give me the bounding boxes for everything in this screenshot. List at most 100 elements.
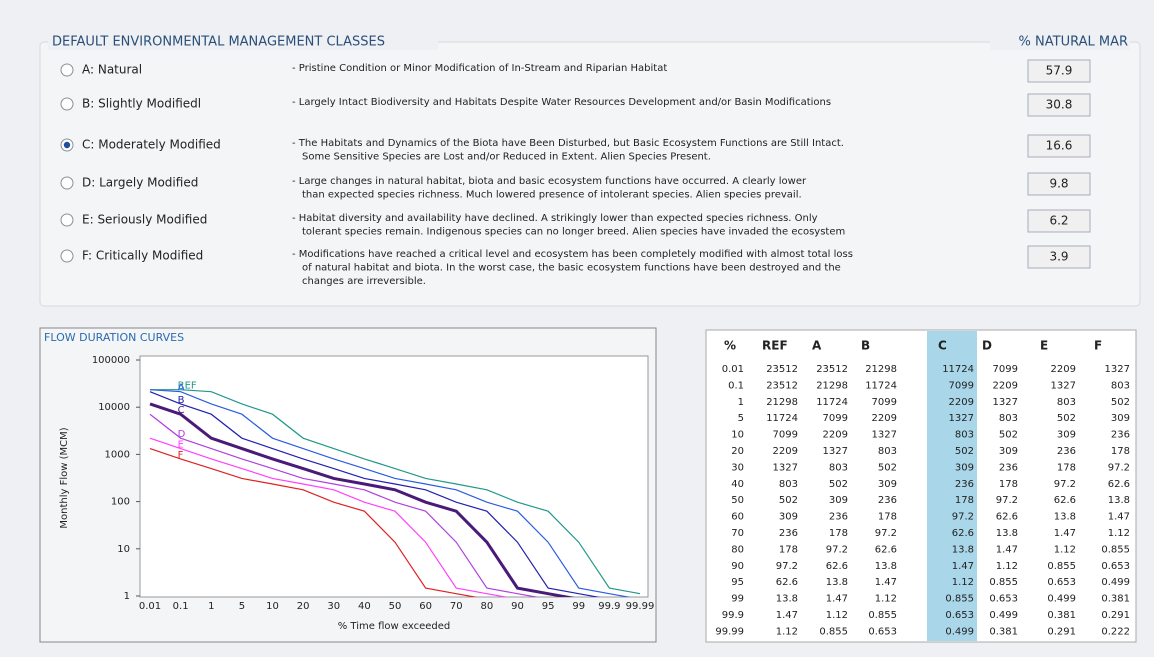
value-box [1027, 245, 1091, 269]
table-cell: 99.9 [722, 610, 744, 621]
class-description: changes are irreversible. [302, 276, 426, 287]
table-cell: 1.47 [996, 544, 1018, 555]
radio-button[interactable] [60, 249, 74, 263]
table-cell: 13.8 [776, 594, 798, 605]
x-tick-label: 5 [239, 601, 245, 612]
table-header: B [861, 339, 870, 353]
class-label[interactable]: B: Slightly Modifiedl [82, 97, 201, 111]
table-cell: 0.01 [722, 364, 744, 375]
flow-curve [149, 389, 632, 597]
curve-label: REF [178, 381, 197, 392]
table-cell: 1327 [773, 462, 798, 473]
table-cell: 2209 [993, 380, 1018, 391]
table-cell: 803 [999, 413, 1018, 424]
x-tick-label: 70 [450, 601, 463, 612]
table-cell: 0.381 [1047, 610, 1076, 621]
table-header: F [1094, 339, 1102, 353]
table-cell: 1.12 [1054, 544, 1076, 555]
table-cell: 178 [829, 528, 848, 539]
table-header: REF [762, 339, 788, 353]
class-description: - Modifications have reached a critical … [292, 249, 853, 260]
y-tick-label: 10000 [98, 402, 130, 413]
table-cell: 7099 [949, 380, 974, 391]
table-cell: 97.2 [826, 544, 848, 555]
y-tick-label: 1 [124, 591, 130, 602]
table-cell: 97.2 [996, 495, 1018, 506]
class-value: 16.6 [1046, 139, 1073, 153]
table-cell: 21298 [865, 364, 897, 375]
curve-label: A [178, 383, 185, 394]
radio-button[interactable] [60, 176, 74, 190]
table-cell: 0.499 [1047, 594, 1076, 605]
class-value: 9.8 [1049, 177, 1068, 191]
table-cell: 62.6 [1108, 479, 1130, 490]
table-cell: 1.47 [826, 594, 848, 605]
table-cell: 62.6 [996, 512, 1018, 523]
class-label[interactable]: A: Natural [82, 63, 142, 77]
value-box [1027, 59, 1091, 83]
table-cell: 502 [829, 479, 848, 490]
table-cell: 1327 [872, 430, 897, 441]
class-description: tolerant species remain. Indigenous spec… [302, 227, 845, 238]
table-cell: 236 [955, 479, 974, 490]
y-tick-label: 10 [117, 544, 130, 555]
flow-table [705, 329, 1137, 643]
value-box [1027, 134, 1091, 158]
table-cell: 10 [731, 430, 744, 441]
table-cell: 0.499 [1101, 577, 1130, 588]
curve-label: F [178, 450, 184, 461]
table-cell: 502 [878, 462, 897, 473]
x-tick-label: 40 [358, 601, 371, 612]
table-header: D [982, 339, 992, 353]
table-cell: 0.855 [989, 577, 1018, 588]
class-label[interactable]: F: Critically Modified [82, 249, 203, 263]
radio-button[interactable] [60, 213, 74, 227]
x-tick-label: 1 [208, 601, 214, 612]
table-cell: 502 [955, 446, 974, 457]
table-cell: 97.2 [776, 561, 798, 572]
table-cell: 62.6 [952, 528, 974, 539]
flow-curve [149, 402, 575, 597]
table-cell: 309 [779, 512, 798, 523]
class-value: 3.9 [1049, 250, 1068, 264]
class-label[interactable]: C: Moderately Modified [82, 138, 221, 152]
table-cell: 178 [1111, 446, 1130, 457]
radio-button[interactable] [60, 97, 74, 111]
table-cell: 70 [731, 528, 744, 539]
table-cell: 236 [779, 528, 798, 539]
table-cell: 13.8 [996, 528, 1018, 539]
table-cell: 1327 [1051, 380, 1076, 391]
table-cell: 803 [829, 462, 848, 473]
x-tick-label: 50 [389, 601, 402, 612]
table-cell: 13.8 [1054, 512, 1076, 523]
class-label[interactable]: E: Seriously Modified [82, 213, 207, 227]
table-cell: 309 [1057, 430, 1076, 441]
table-cell: 97.2 [1108, 462, 1130, 473]
table-cell: 178 [955, 495, 974, 506]
table-cell: 0.653 [945, 610, 974, 621]
flow-curve [149, 391, 601, 597]
flow-curve [149, 413, 540, 597]
table-cell: 0.855 [945, 594, 974, 605]
table-cell: 62.6 [826, 561, 848, 572]
table-cell: 13.8 [1108, 495, 1130, 506]
table-cell: 1327 [1105, 364, 1130, 375]
table-cell: 236 [999, 462, 1018, 473]
table-cell: 1.12 [776, 626, 798, 637]
table-cell: 1.12 [826, 610, 848, 621]
table-cell: 236 [1057, 446, 1076, 457]
table-cell: 11724 [766, 413, 798, 424]
table-cell: 13.8 [875, 561, 897, 572]
table-cell: 1.12 [952, 577, 974, 588]
radio-button[interactable] [60, 63, 74, 77]
table-cell: 1.12 [996, 561, 1018, 572]
table-cell: 309 [829, 495, 848, 506]
class-description: Some Sensitive Species are Lost and/or R… [302, 152, 711, 163]
table-cell: 97.2 [875, 528, 897, 539]
table-cell: 62.6 [776, 577, 798, 588]
header-backdrop [990, 34, 1130, 50]
class-label[interactable]: D: Largely Modified [82, 176, 198, 190]
table-cell: 0.855 [1101, 544, 1130, 555]
